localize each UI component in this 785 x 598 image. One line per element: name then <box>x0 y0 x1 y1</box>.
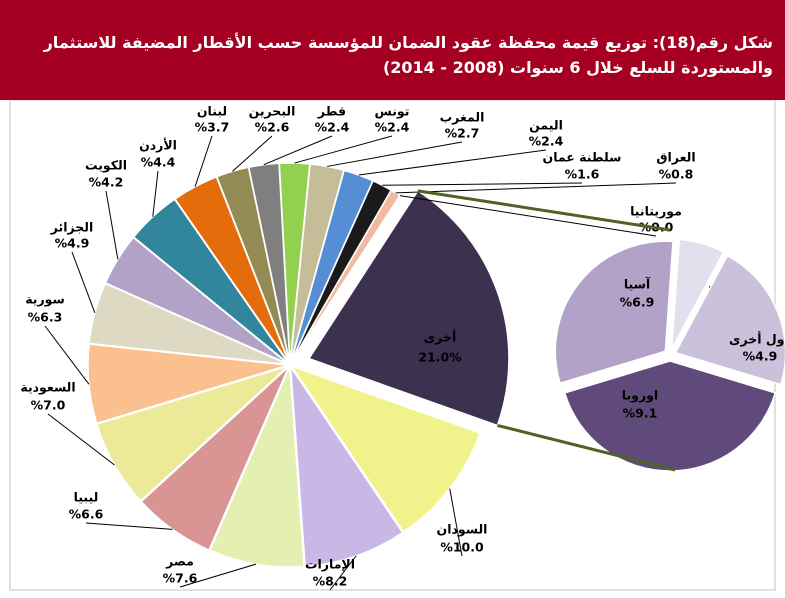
slice-name: الجزائر <box>50 220 94 235</box>
leader-line <box>71 251 96 314</box>
value-label: %6.9 <box>620 295 655 310</box>
slice-name: الأردن <box>139 138 177 153</box>
slice-name: سورية <box>25 292 65 307</box>
slice-name: لبنان <box>197 104 227 119</box>
pie-slice <box>554 240 674 385</box>
pie-slice <box>208 366 305 568</box>
pie-slice <box>289 364 404 568</box>
leader-line <box>44 325 90 385</box>
header: شكل رقم(18): توزيع قيمة محفظة عقود الضما… <box>0 0 785 100</box>
slice-name: البحرين <box>249 104 296 119</box>
slice-name: المغرب <box>440 110 485 125</box>
slice-name: قطر <box>317 104 346 119</box>
slice-name: دول أخرى <box>729 331 785 347</box>
leader-line <box>152 170 159 217</box>
pie-slice <box>290 195 401 364</box>
leader-line <box>179 563 257 588</box>
title-line: والمستوردة للسلع خلال 6 سنوات (2008 - 20… <box>382 58 773 77</box>
slice-name: مصر <box>165 554 194 569</box>
value-label: %2.4 <box>315 120 350 135</box>
value-label: %4.4 <box>141 155 176 170</box>
leader-line <box>358 149 547 176</box>
leader-line <box>47 413 115 466</box>
value-label: %7.0 <box>31 398 66 413</box>
pie-slice <box>307 189 510 427</box>
value-label: %6.6 <box>69 507 104 522</box>
leader-line <box>263 135 333 166</box>
title-line: شكل رقم(18): توزيع قيمة محفظة عقود الضما… <box>43 33 773 52</box>
value-label: %6.3 <box>28 310 63 325</box>
pie-slice <box>563 360 777 472</box>
value-label: %4.9 <box>55 236 90 251</box>
pie-slice <box>87 343 289 425</box>
slice-name: الكويت <box>85 158 127 173</box>
value-label: %4.9 <box>743 349 778 364</box>
slice-name: تونس <box>375 104 410 119</box>
slice-name: السعودية <box>20 380 75 395</box>
value-label: %2.6 <box>255 120 290 135</box>
value-label: %3.7 <box>195 120 230 135</box>
pie-slice <box>674 254 785 386</box>
slice-name: السودان <box>437 522 488 537</box>
slice-name: اوروبا <box>622 388 658 403</box>
leader-line <box>85 522 173 530</box>
value-label: %1.6 <box>565 167 600 182</box>
value-label: %2.4 <box>375 120 410 135</box>
value-label: %7.6 <box>163 571 198 586</box>
leader-line <box>329 555 357 591</box>
leader-line <box>449 488 463 557</box>
leader-line <box>105 190 119 260</box>
slice-name: موريتانيا <box>630 204 682 219</box>
value-label: %8.2 <box>313 574 348 589</box>
slice-name: سلطنة عمان <box>543 150 622 165</box>
slice-name: الإمارات <box>305 557 355 572</box>
slice-name: آسيا <box>624 277 651 292</box>
leader-line <box>382 182 583 186</box>
value-label: 21.0% <box>418 350 462 365</box>
leader-line <box>232 135 273 172</box>
value-label: %9.1 <box>623 406 658 421</box>
leader-line <box>294 135 393 164</box>
value-label: %0.8 <box>659 167 694 182</box>
value-label: %10.0 <box>440 540 484 555</box>
leader-line <box>399 195 657 237</box>
value-label: %4.2 <box>89 175 124 190</box>
value-label: %2.7 <box>445 126 480 141</box>
connector <box>417 189 671 232</box>
leader-line <box>395 182 677 194</box>
slice-name: اليمن <box>529 118 563 133</box>
leader-line <box>327 141 463 167</box>
slice-name: العراق <box>656 150 695 165</box>
connector <box>497 423 676 472</box>
leader-line <box>194 135 213 187</box>
slice-name: ليبيا <box>74 490 99 505</box>
slice-name: أخرى <box>424 329 457 345</box>
pie-slice <box>670 238 725 350</box>
pie-slice <box>289 364 482 533</box>
value-label: %2.4 <box>529 134 564 149</box>
